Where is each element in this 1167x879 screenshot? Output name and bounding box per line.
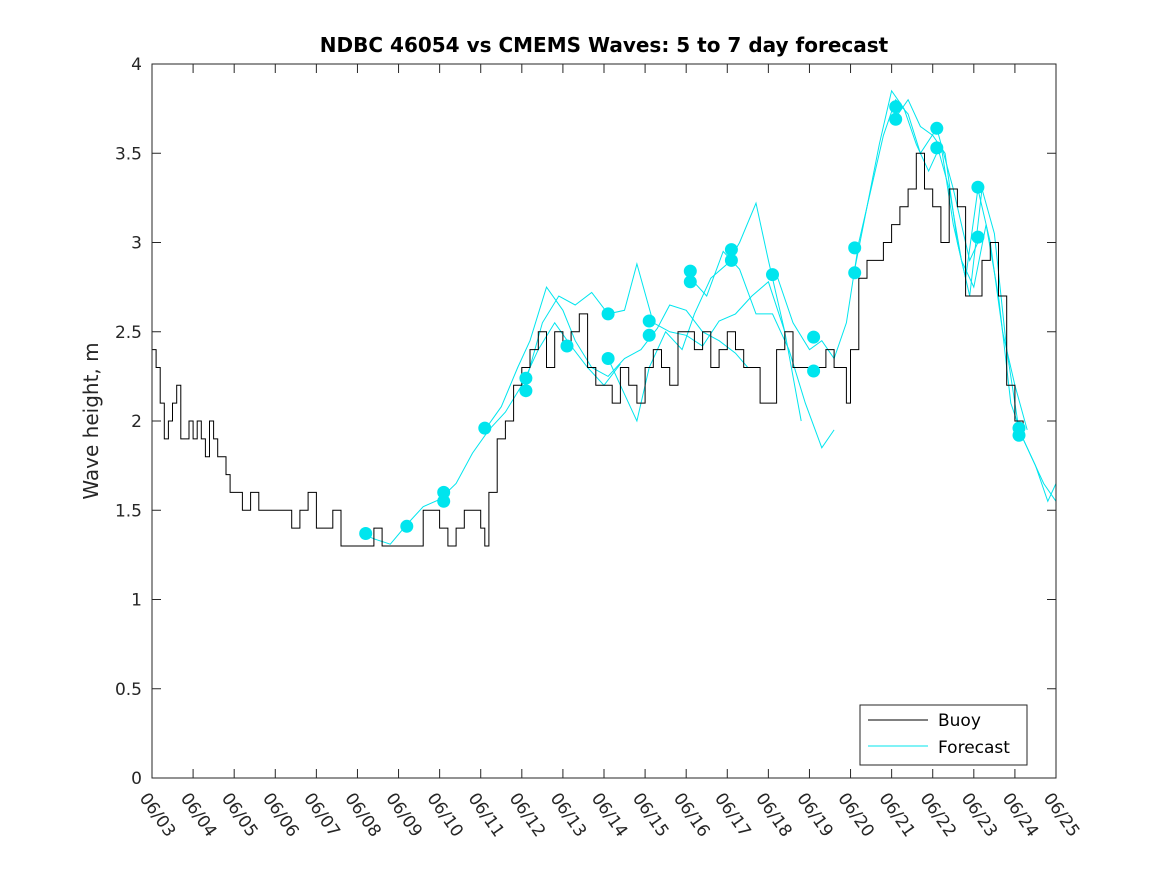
- forecast-run-line: [484, 285, 749, 431]
- y-tick-label: 2.5: [115, 323, 142, 343]
- buoy-series-line: [152, 152, 1024, 547]
- forecast-marker: [519, 384, 533, 398]
- y-tick-label: 2: [131, 412, 142, 432]
- forecast-marker: [766, 268, 779, 282]
- forecast-run-line: [607, 201, 802, 423]
- forecast-marker: [807, 364, 821, 378]
- y-tick-label: 0.5: [115, 680, 142, 700]
- forecast-marker: [1012, 421, 1026, 435]
- forecast-marker: [930, 141, 944, 155]
- y-tick-label: 1.5: [115, 501, 142, 521]
- forecast-marker: [971, 180, 985, 194]
- forecast-marker: [971, 230, 985, 244]
- forecast-marker: [642, 314, 656, 328]
- y-tick-label: 4: [131, 55, 142, 75]
- legend-box: [859, 704, 1028, 766]
- forecast-marker: [400, 519, 414, 533]
- forecast-marker: [642, 328, 656, 342]
- legend: Buoy Forecast: [859, 704, 1028, 766]
- forecast-marker: [889, 112, 903, 126]
- forecast-marker: [519, 371, 533, 385]
- legend-label-buoy: Buoy: [938, 711, 981, 731]
- legend-label-forecast: Forecast: [938, 738, 1010, 758]
- forecast-marker: [683, 275, 697, 289]
- forecast-marker: [724, 243, 738, 257]
- forecast-marker: [848, 241, 862, 255]
- forecast-marker: [437, 485, 451, 499]
- data-layer: [152, 89, 1057, 547]
- y-tick-label: 3: [131, 234, 142, 254]
- forecast-marker: [437, 494, 451, 508]
- y-axis-label: Wave height, m: [79, 342, 103, 499]
- forecast-marker: [807, 330, 821, 344]
- plot-area: [152, 64, 1056, 778]
- y-tick-label: 3.5: [115, 144, 142, 164]
- forecast-run-line: [689, 250, 835, 449]
- forecast-marker: [359, 527, 373, 540]
- forecast-marker: [889, 100, 903, 114]
- forecast-marker: [724, 253, 738, 267]
- y-tick-label: 0: [131, 769, 142, 789]
- forecast-marker: [560, 339, 574, 353]
- forecast-marker: [683, 264, 697, 278]
- forecast-marker: [601, 352, 615, 365]
- forecast-marker: [601, 307, 615, 321]
- y-tick-label: 1: [131, 591, 142, 611]
- chart-title: NDBC 46054 vs CMEMS Waves: 5 to 7 day fo…: [320, 33, 889, 57]
- forecast-marker: [478, 421, 492, 435]
- forecast-marker: [930, 121, 944, 135]
- forecast-marker: [848, 266, 862, 280]
- forecast-run-line: [776, 98, 983, 360]
